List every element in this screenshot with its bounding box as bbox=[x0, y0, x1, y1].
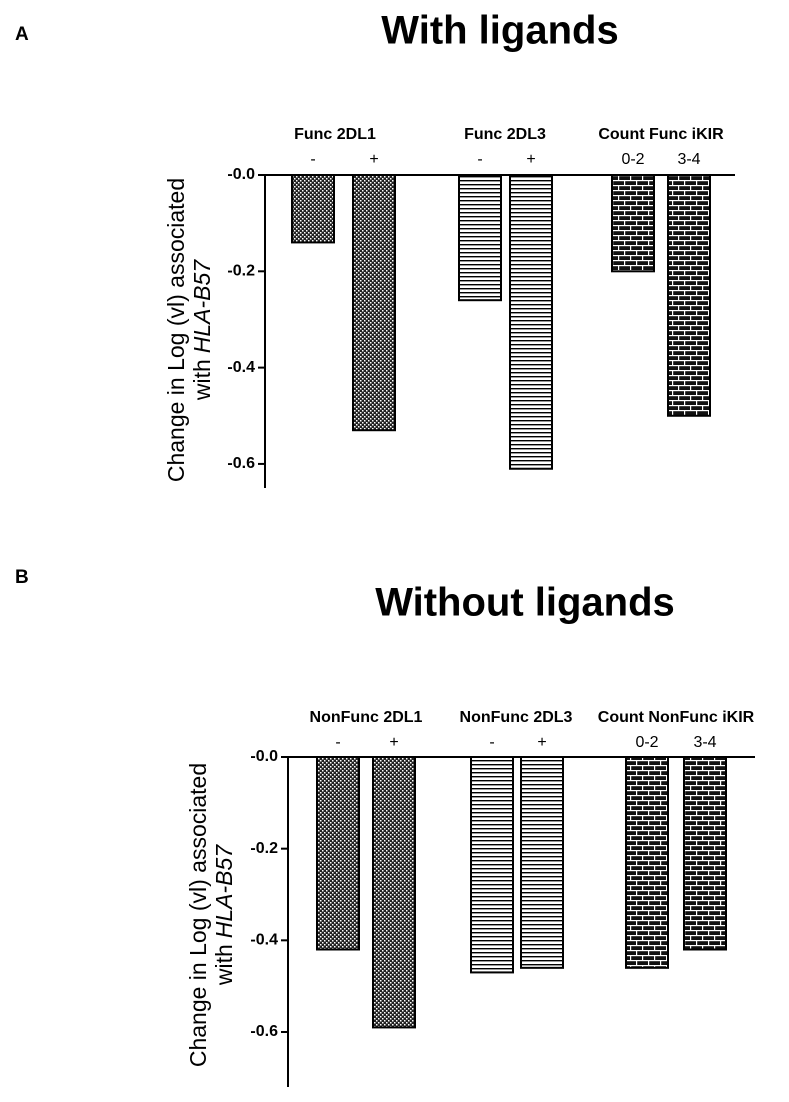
x-tick-label: - bbox=[489, 734, 494, 751]
y-tick-label: -0.6 bbox=[227, 455, 255, 472]
x-tick-label: - bbox=[477, 151, 482, 168]
bar bbox=[509, 174, 553, 470]
x-tick-label: 0-2 bbox=[621, 151, 644, 168]
bar bbox=[470, 756, 514, 974]
x-tick-label: + bbox=[526, 151, 535, 168]
y-tick-label: -0.6 bbox=[250, 1023, 278, 1040]
bar bbox=[520, 756, 564, 969]
y-tick-label: -0.4 bbox=[227, 359, 255, 376]
y-axis-label: Change in Log (vl) associated bbox=[163, 178, 189, 482]
panel-label: A bbox=[15, 24, 29, 45]
bar bbox=[291, 174, 335, 244]
bar bbox=[372, 756, 416, 1029]
y-axis-label-part: with bbox=[211, 944, 237, 986]
bar bbox=[667, 174, 711, 417]
y-axis-label: Change in Log (vl) associated bbox=[185, 763, 211, 1067]
chart-title: With ligands bbox=[381, 9, 618, 53]
x-tick-label: 3-4 bbox=[693, 734, 716, 751]
panel-label: B bbox=[15, 567, 29, 588]
y-tick-label: -0.2 bbox=[250, 840, 278, 857]
x-tick-label: + bbox=[537, 734, 546, 751]
x-tick-label: + bbox=[389, 734, 398, 751]
group-label: Count NonFunc iKIR bbox=[597, 709, 755, 726]
x-tick-label: - bbox=[335, 734, 340, 751]
bar bbox=[316, 756, 360, 951]
bar bbox=[352, 174, 396, 432]
y-axis-label: with HLA-B57 bbox=[189, 259, 215, 401]
group-label: Count Func iKIR bbox=[598, 126, 724, 143]
x-tick-label: + bbox=[369, 151, 378, 168]
group-label: NonFunc 2DL1 bbox=[309, 709, 423, 726]
bar bbox=[611, 174, 655, 273]
x-tick-label: 3-4 bbox=[677, 151, 700, 168]
y-axis-label-italic: HLA-B57 bbox=[189, 259, 215, 354]
y-axis-label: with HLA-B57 bbox=[211, 844, 237, 986]
y-axis-label-part: with bbox=[189, 359, 215, 401]
x-tick-label: 0-2 bbox=[635, 734, 658, 751]
bar bbox=[683, 756, 727, 951]
group-label: NonFunc 2DL3 bbox=[459, 709, 573, 726]
group-label: Func 2DL1 bbox=[294, 126, 376, 143]
y-tick-label: -0.0 bbox=[227, 166, 255, 183]
bar bbox=[625, 756, 669, 969]
bar bbox=[458, 174, 502, 302]
y-tick-label: -0.0 bbox=[250, 748, 278, 765]
y-tick-label: -0.2 bbox=[227, 263, 255, 280]
x-tick-label: - bbox=[310, 151, 315, 168]
group-label: Func 2DL3 bbox=[464, 126, 546, 143]
y-axis-label-italic: HLA-B57 bbox=[211, 844, 237, 939]
y-tick-label: -0.4 bbox=[250, 932, 278, 949]
chart-title: Without ligands bbox=[375, 581, 675, 625]
